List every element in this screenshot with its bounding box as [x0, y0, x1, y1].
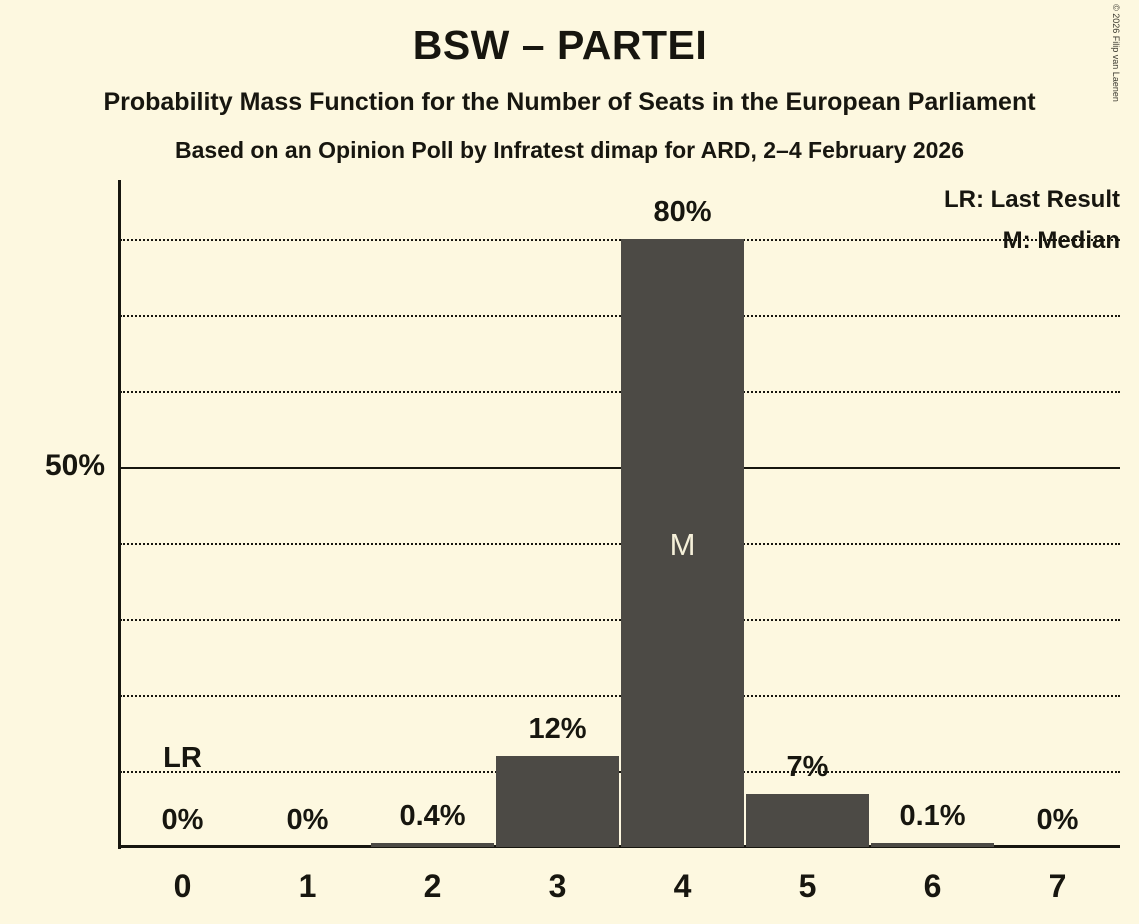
legend-last-result: LR: Last Result	[943, 186, 1120, 213]
plot-area	[120, 180, 1120, 847]
x-axis-line	[118, 845, 1120, 848]
bar-value-6: 0.1%	[899, 800, 966, 832]
gridline-60	[120, 391, 1120, 393]
bar-value-3: 12%	[528, 712, 587, 745]
bar-value-1: 0%	[286, 804, 329, 836]
x-tick-5: 5	[798, 868, 817, 904]
bar-seat-6	[871, 843, 994, 847]
gridline-70	[120, 315, 1120, 317]
x-tick-7: 7	[1048, 868, 1067, 904]
median-marker: M	[669, 527, 696, 562]
gridline-50	[120, 467, 1120, 469]
gridline-20	[120, 695, 1120, 697]
x-tick-3: 3	[548, 868, 567, 904]
chart-subtitle: Probability Mass Function for the Number…	[103, 88, 1036, 116]
gridline-30	[120, 619, 1120, 621]
bar-seat-2	[371, 843, 494, 847]
bar-seat-4	[621, 239, 744, 847]
gridline-40	[120, 543, 1120, 545]
chart-source-line: Based on an Opinion Poll by Infratest di…	[175, 137, 964, 163]
gridline-80	[120, 239, 1120, 241]
bar-value-4: 80%	[653, 196, 712, 228]
x-tick-1: 1	[298, 868, 317, 904]
copyright-notice: © 2026 Filip van Laenen	[1111, 4, 1121, 102]
page-title: BSW – PARTEI	[412, 22, 708, 68]
x-tick-0: 0	[173, 868, 192, 904]
bar-value-0: 0%	[161, 804, 204, 836]
x-tick-4: 4	[673, 868, 692, 904]
bar-seat-3	[496, 755, 619, 847]
x-tick-2: 2	[423, 868, 442, 904]
gridline-10	[120, 771, 1120, 773]
last-result-marker: LR	[163, 742, 202, 774]
y-axis-line	[118, 180, 121, 849]
bar-value-7: 0%	[1036, 804, 1079, 836]
bar-value-5: 7%	[786, 750, 829, 783]
bar-seat-5	[746, 793, 869, 847]
y-axis-tick-50: 50%	[44, 449, 105, 482]
x-tick-6: 6	[923, 868, 942, 904]
bar-value-2: 0.4%	[399, 800, 466, 832]
